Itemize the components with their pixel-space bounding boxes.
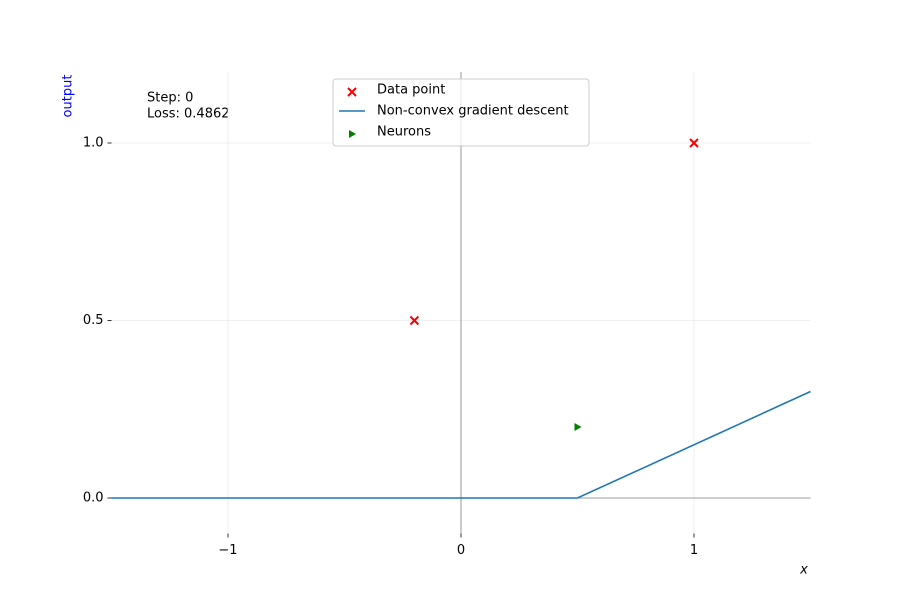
legend-key [349, 130, 356, 138]
x-tick-label: −1 [218, 543, 237, 558]
x-tick-label: 1 [690, 543, 698, 558]
legend-key [347, 87, 357, 97]
y-tick-label: 1.0 [83, 136, 104, 151]
y-tick-label: 0.0 [83, 491, 104, 506]
legend: Data point Non-convex gradient descent Neu… [332, 78, 590, 147]
legend-label: Neurons [377, 125, 431, 140]
data-point [409, 315, 420, 326]
legend-label: Data point [377, 83, 445, 98]
legend-box [332, 78, 590, 147]
data-point [689, 138, 699, 148]
neuron [574, 423, 582, 431]
legend-label: Non-convex gradient descent [377, 104, 569, 119]
x-axis-label: x [799, 563, 808, 578]
y-tick-label: 0.5 [83, 313, 104, 328]
y-axis-label: output [61, 75, 76, 118]
annotation: Step: 0 [147, 91, 193, 106]
x-tick-label: 0 [457, 543, 465, 558]
line [111, 390, 811, 499]
annotation: Loss: 0.4862 [147, 107, 230, 122]
